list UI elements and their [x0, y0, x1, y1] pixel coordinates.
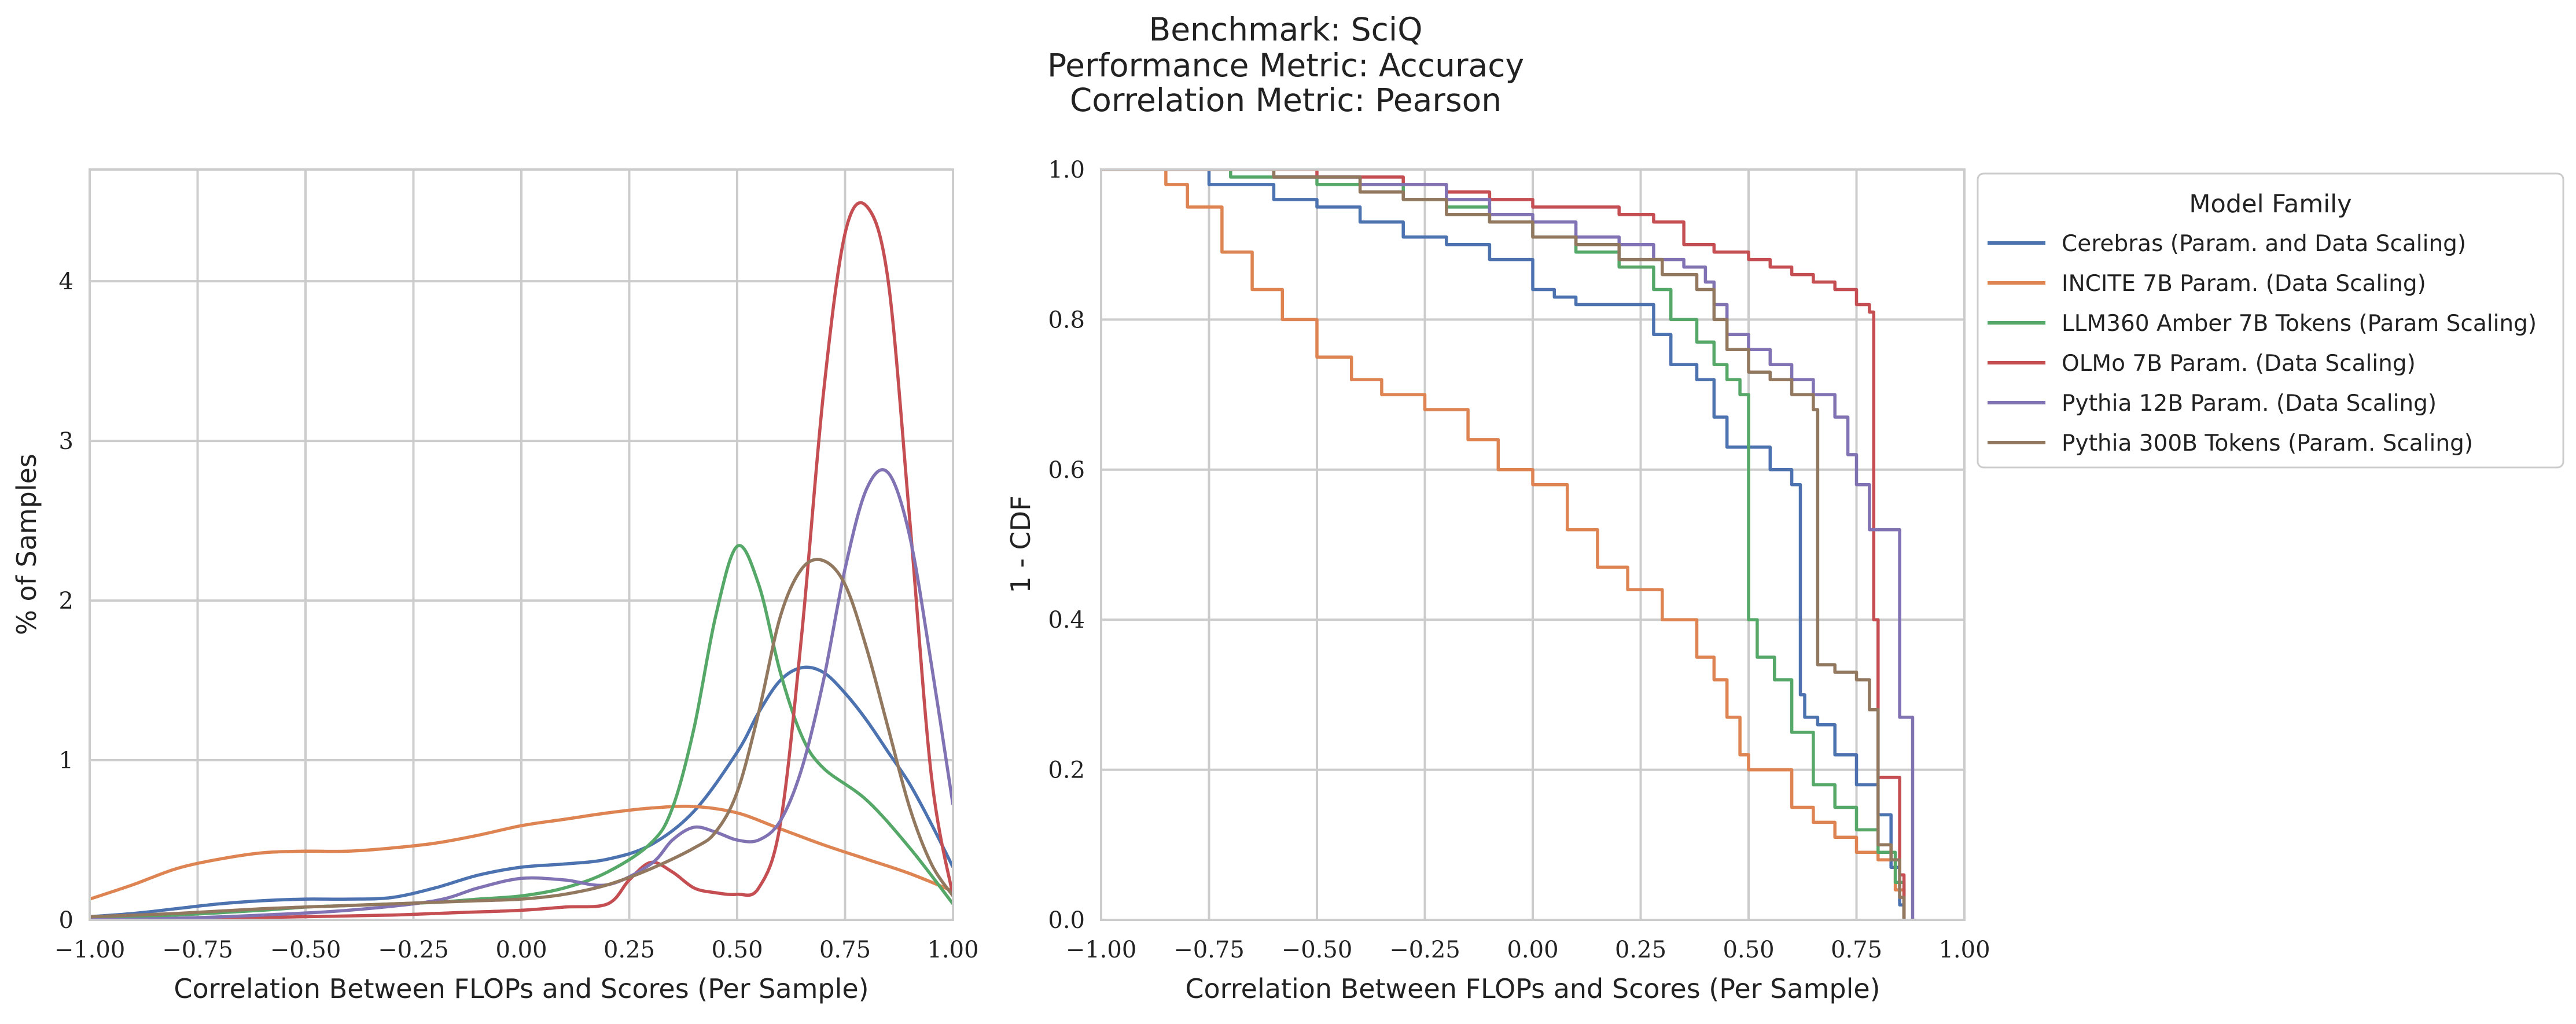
title-line: Benchmark: SciQ: [1149, 11, 1422, 48]
series-line: [90, 201, 953, 920]
cdf-y-ticks: 0.0 0.2 0.4 0.6 0.8 1.0: [1048, 157, 1085, 934]
legend: Model Family Cerebras (Param. and Data S…: [1977, 172, 2564, 469]
y-tick-label: 1: [59, 747, 73, 774]
x-tick-label: −0.75: [1173, 937, 1245, 963]
series-line: [90, 558, 953, 919]
y-tick-label: 1.0: [1048, 157, 1085, 183]
legend-entry-label: INCITE 7B Param. (Data Scaling): [2062, 271, 2426, 297]
x-tick-label: 1.00: [1938, 937, 1990, 963]
kde-plot-frame: [89, 168, 954, 921]
y-tick-label: 0.4: [1048, 607, 1085, 633]
y-tick-label: 0.8: [1048, 307, 1085, 333]
legend-entry-label: Pythia 12B Param. (Data Scaling): [2062, 391, 2437, 417]
cdf-x-ticks: −1.00 −0.75 −0.50 −0.25 0.00 0.25 0.50 0.75 1.00: [1066, 937, 1990, 963]
x-tick-label: 1.00: [927, 937, 978, 963]
x-tick-label: 0.75: [819, 937, 871, 963]
legend-items: Cerebras (Param. and Data Scaling) INCITE…: [1988, 231, 2537, 456]
x-tick-label: 0.00: [495, 937, 547, 963]
y-tick-label: 0.6: [1048, 457, 1085, 484]
legend-entry-label: LLM360 Amber 7B Tokens (Param Scaling): [2062, 311, 2537, 337]
y-tick-label: 3: [59, 428, 73, 455]
kde-grid: [89, 170, 954, 921]
x-tick-label: 0.25: [603, 937, 655, 963]
cdf-series-group: [1101, 170, 1915, 920]
cdf-y-axis-label: 1 - CDF: [1005, 495, 1036, 593]
y-tick-label: 0: [59, 907, 73, 934]
x-tick-label: −0.50: [270, 937, 341, 963]
kde-x-ticks: −1.00 −0.75 −0.50 −0.25 0.00 0.25 0.50 0.75 1.00: [54, 937, 979, 963]
x-tick-label: −0.50: [1282, 937, 1353, 963]
cdf-plot: −1.00 −0.75 −0.50 −0.25 0.00 0.25 0.50 0.75 1.00…: [1005, 157, 1990, 1004]
x-tick-label: 0.25: [1615, 937, 1666, 963]
y-tick-label: 0.2: [1048, 757, 1085, 784]
kde-series-group: [90, 201, 953, 920]
series-line: [90, 804, 953, 901]
x-tick-label: 0.50: [1723, 937, 1774, 963]
x-tick-label: −0.75: [162, 937, 233, 963]
kde-x-axis-label: Correlation Between FLOPs and Scores (Pe…: [174, 973, 869, 1004]
series-line: [1101, 170, 1906, 920]
title-line: Performance Metric: Accuracy: [1047, 47, 1524, 84]
cdf-plot-frame: [1100, 168, 1966, 921]
x-tick-label: −1.00: [1066, 937, 1137, 963]
legend-entry-label: Cerebras (Param. and Data Scaling): [2062, 231, 2466, 257]
series-line: [90, 665, 953, 919]
series-line: [1101, 170, 1906, 920]
x-tick-label: 0.00: [1507, 937, 1558, 963]
x-tick-label: −0.25: [378, 937, 449, 963]
kde-plot: −1.00 −0.75 −0.50 −0.25 0.00 0.25 0.50 0.75 1.00…: [11, 168, 979, 1004]
legend-entry-label: Pythia 300B Tokens (Param. Scaling): [2062, 430, 2473, 456]
legend-title: Model Family: [2189, 190, 2351, 219]
x-tick-label: 0.50: [711, 937, 763, 963]
series-line: [1101, 170, 1906, 920]
legend-entry-label: OLMo 7B Param. (Data Scaling): [2062, 351, 2416, 377]
x-tick-label: 0.75: [1831, 937, 1882, 963]
x-tick-label: −1.00: [54, 937, 126, 963]
figure-title: Benchmark: SciQ Performance Metric: Accu…: [1047, 11, 1524, 119]
kde-y-axis-label: % of Samples: [11, 454, 42, 635]
series-line: [1101, 170, 1906, 920]
y-tick-label: 2: [59, 588, 73, 614]
x-tick-label: −0.25: [1389, 937, 1460, 963]
kde-y-ticks: 0 1 2 3 4: [59, 268, 73, 934]
title-line: Correlation Metric: Pearson: [1070, 82, 1502, 119]
cdf-x-axis-label: Correlation Between FLOPs and Scores (Pe…: [1185, 973, 1880, 1004]
y-tick-label: 0.0: [1048, 907, 1085, 934]
series-line: [1101, 170, 1906, 920]
series-line: [1101, 170, 1915, 920]
y-tick-label: 4: [59, 268, 73, 295]
legend-box: [1977, 172, 2564, 469]
